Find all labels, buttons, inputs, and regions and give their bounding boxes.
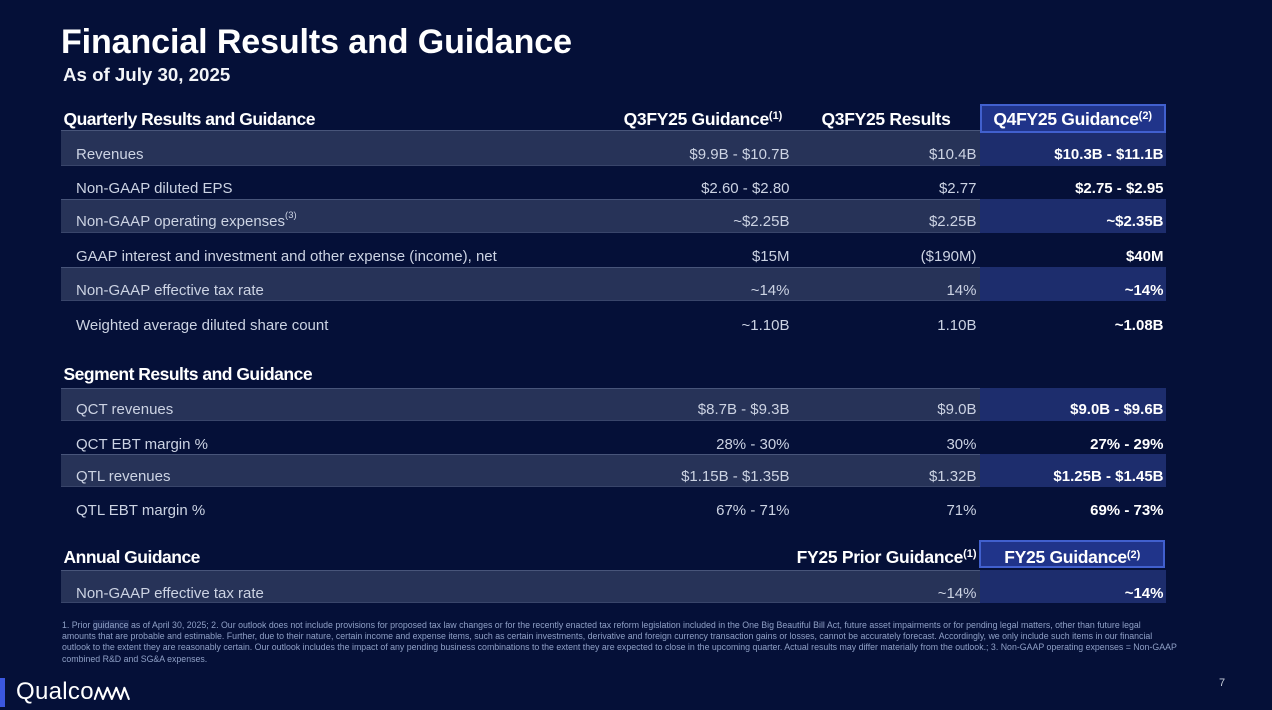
svg-text:Qualco: Qualco [16,678,94,705]
